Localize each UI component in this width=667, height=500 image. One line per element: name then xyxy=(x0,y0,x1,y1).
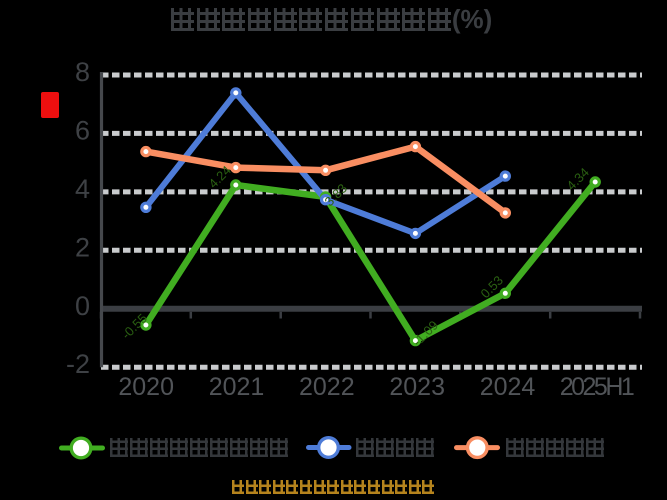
svg-text:4: 4 xyxy=(75,174,90,204)
svg-text:-2: -2 xyxy=(66,349,90,379)
svg-text:-1.09: -1.09 xyxy=(410,318,442,350)
svg-text:6: 6 xyxy=(75,115,90,145)
svg-text:2024: 2024 xyxy=(480,373,536,401)
svg-text:2023: 2023 xyxy=(389,373,445,401)
svg-text:2025H1: 2025H1 xyxy=(560,373,634,401)
svg-text:2021: 2021 xyxy=(209,373,265,401)
svg-text:2020: 2020 xyxy=(118,373,174,401)
svg-text:2: 2 xyxy=(75,232,90,262)
svg-text:8: 8 xyxy=(75,57,90,87)
svg-text:2022: 2022 xyxy=(299,373,355,401)
svg-text:0: 0 xyxy=(75,291,90,321)
